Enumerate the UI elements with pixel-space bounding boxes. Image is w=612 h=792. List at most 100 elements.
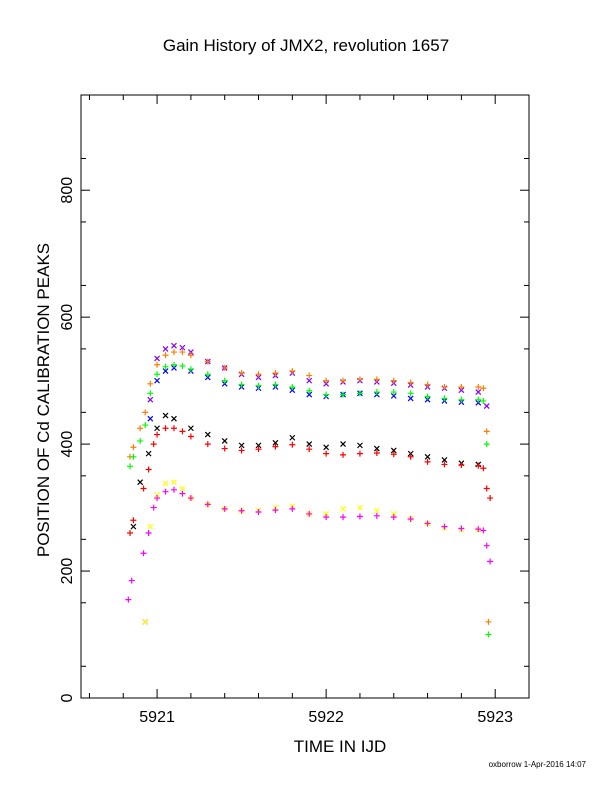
data-point [475, 389, 482, 395]
data-point [204, 374, 211, 381]
data-point [221, 377, 228, 384]
data-point [272, 507, 279, 514]
data-point [130, 523, 137, 530]
data-point [154, 491, 160, 498]
data-point [162, 425, 169, 432]
series-3 [127, 361, 492, 638]
data-point [356, 450, 363, 457]
data-point [373, 449, 380, 456]
data-point [238, 381, 245, 388]
data-point [306, 387, 313, 394]
data-point [340, 505, 346, 512]
credit-stamp: oxborrow 1-Apr-2016 14:07 [488, 760, 586, 769]
data-point [407, 390, 414, 397]
chart-title: Gain History of JMX2, revolution 1657 [162, 36, 450, 55]
y-tick-label: 600 [59, 304, 76, 331]
data-point [150, 504, 157, 511]
data-point [204, 501, 211, 508]
data-point [255, 371, 262, 378]
data-point [187, 495, 194, 502]
data-point [154, 431, 161, 438]
data-point [255, 442, 262, 449]
data-point [140, 485, 147, 492]
data-point [170, 425, 177, 432]
axis-ticks [81, 95, 529, 699]
data-point [306, 446, 313, 453]
data-point [441, 457, 448, 463]
data-point [187, 425, 194, 432]
data-point [289, 368, 296, 375]
data-point [487, 495, 494, 502]
data-point [373, 376, 380, 383]
data-point [171, 342, 177, 349]
data-point [221, 364, 228, 371]
data-point [255, 446, 262, 453]
data-point [179, 490, 186, 497]
data-point [221, 438, 228, 444]
data-point [306, 510, 313, 517]
data-point [238, 442, 245, 449]
data-point [162, 412, 169, 419]
data-point [127, 529, 134, 536]
data-point [170, 349, 177, 356]
x-tick-label: 5922 [308, 709, 344, 726]
data-point [187, 352, 194, 359]
data-point [221, 380, 228, 387]
data-point [147, 390, 154, 397]
data-point [128, 577, 135, 584]
data-point [480, 397, 487, 404]
y-axis-label: POSITION OF Cd CALIBRATION PEAKS [34, 242, 53, 558]
data-point [340, 514, 347, 521]
data-point [357, 442, 363, 449]
data-point [170, 486, 177, 493]
data-point [407, 379, 414, 386]
data-marks [125, 342, 494, 638]
series-6 [142, 479, 482, 625]
data-point [485, 631, 492, 638]
data-point [424, 396, 431, 403]
data-point [154, 425, 160, 432]
data-point [145, 466, 152, 473]
y-tick-label: 800 [59, 177, 76, 204]
data-point [238, 447, 245, 454]
data-point [458, 383, 465, 390]
data-point [137, 437, 144, 444]
data-point [204, 441, 211, 448]
data-point [221, 505, 228, 512]
data-point [147, 415, 154, 422]
data-point [340, 377, 347, 384]
data-point [255, 374, 262, 381]
data-point [407, 450, 414, 457]
series-7 [125, 486, 494, 603]
data-point [441, 395, 448, 402]
data-point [170, 361, 177, 368]
data-point [238, 507, 245, 514]
data-point [142, 409, 149, 416]
data-point [130, 444, 137, 451]
data-point [390, 514, 397, 521]
data-point [323, 377, 330, 384]
data-point [458, 387, 465, 394]
data-point [140, 550, 147, 557]
data-point [323, 514, 330, 521]
data-point [162, 363, 169, 370]
data-point [356, 376, 363, 383]
data-point [323, 511, 330, 517]
data-point [480, 385, 487, 392]
data-point [147, 523, 154, 530]
data-point [407, 453, 414, 460]
data-point [323, 450, 330, 457]
y-tick-label: 0 [59, 693, 76, 702]
data-point [154, 377, 160, 384]
tick-labels: 0 200 400 600 800 5921 5922 5923 [59, 177, 513, 726]
data-point [373, 507, 380, 514]
series-2 [127, 349, 492, 625]
data-point [475, 399, 482, 406]
data-point [424, 393, 431, 400]
data-point [154, 361, 161, 368]
data-point [441, 383, 448, 390]
data-point [458, 396, 465, 403]
data-point [458, 462, 465, 469]
data-point [289, 434, 296, 441]
data-point [255, 509, 262, 516]
